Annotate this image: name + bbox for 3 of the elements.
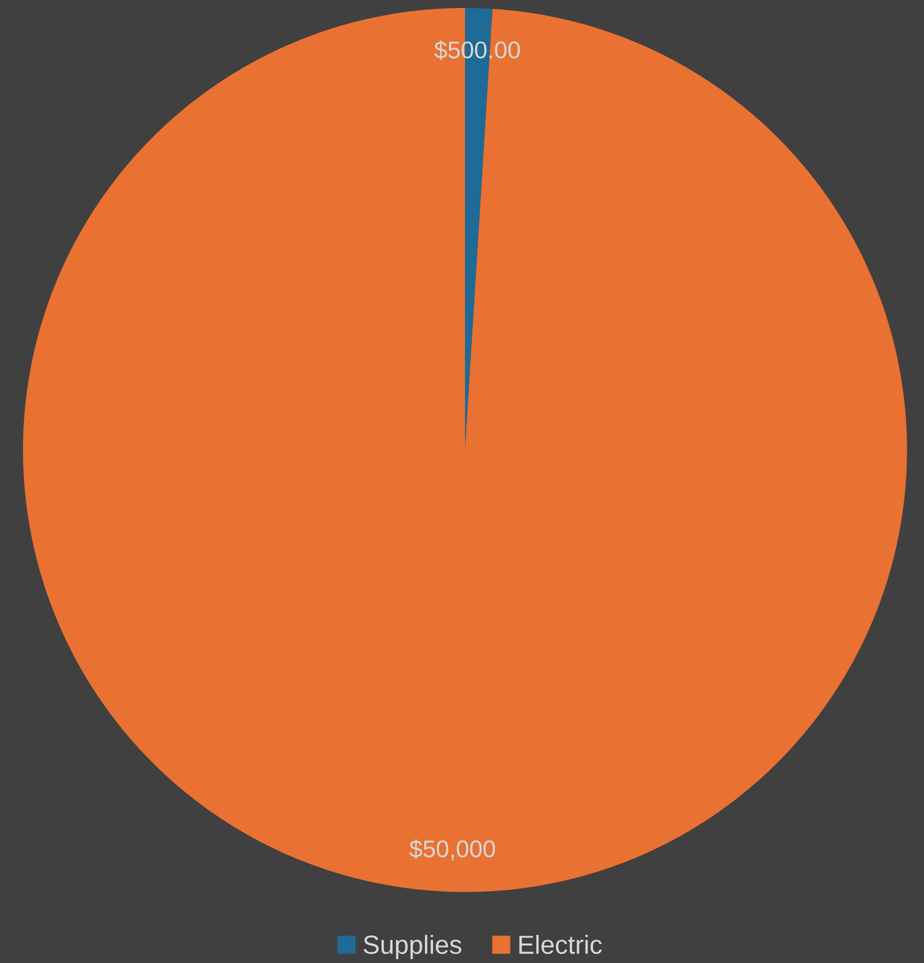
data-label: $50,000 [409,839,495,860]
legend-label: Supplies [364,934,462,960]
legend-label: Electric [519,934,602,954]
